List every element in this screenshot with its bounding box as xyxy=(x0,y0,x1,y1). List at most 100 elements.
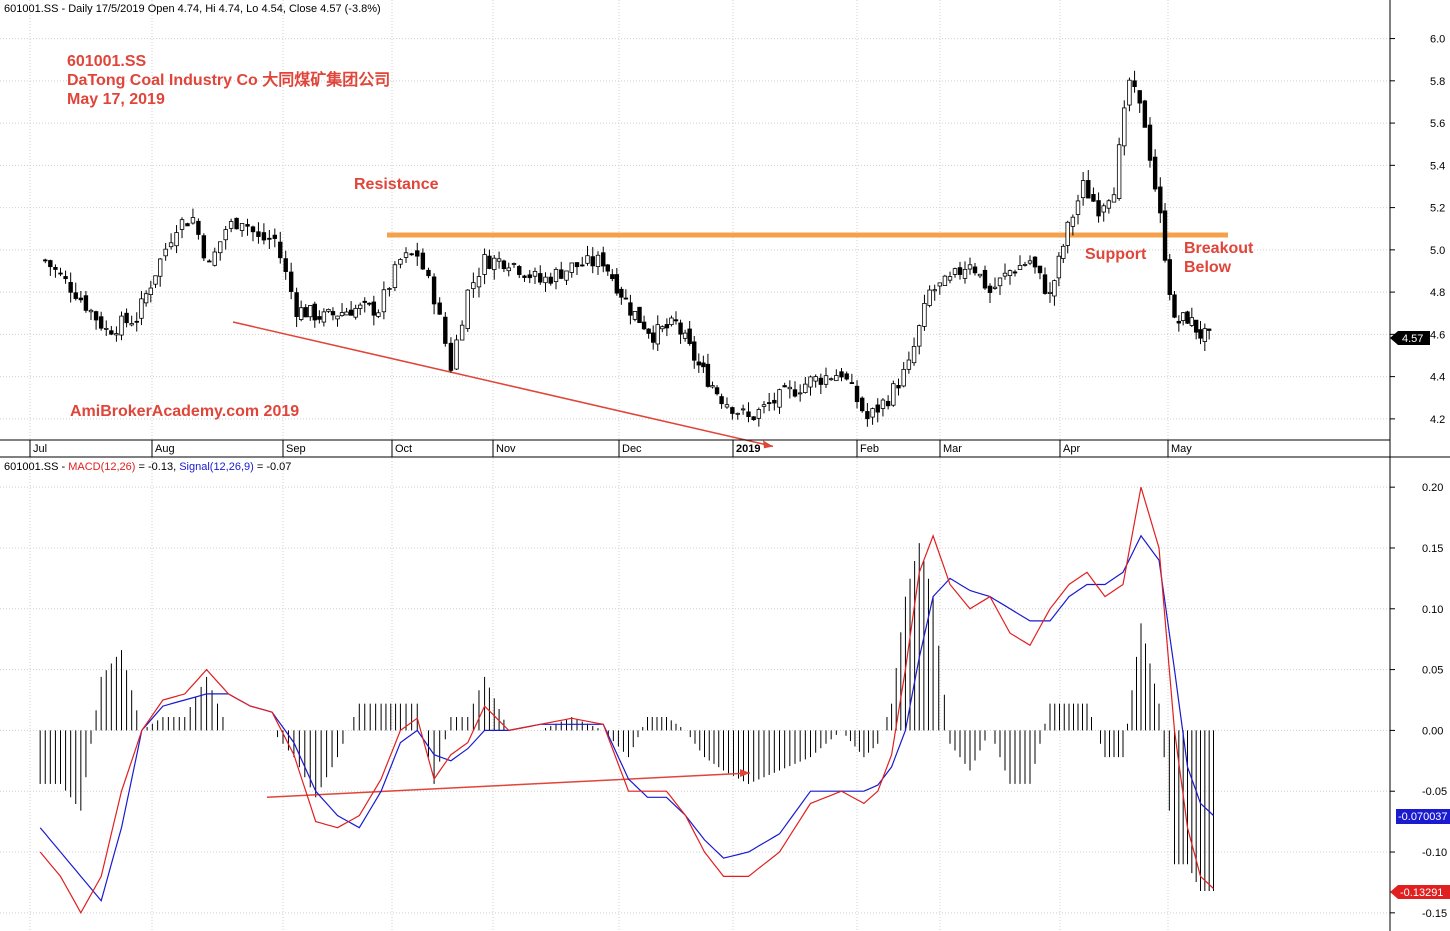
candle-body-down xyxy=(267,237,272,240)
candle-body-up xyxy=(777,389,782,408)
candle xyxy=(548,272,553,286)
candle-body-up xyxy=(917,325,922,347)
candle-body-down xyxy=(317,316,322,320)
candle-body-down xyxy=(854,385,860,403)
candle xyxy=(153,275,158,288)
candle xyxy=(756,407,762,427)
candle-body-up xyxy=(119,315,124,336)
candle xyxy=(559,261,564,280)
candle-body-up xyxy=(492,257,497,271)
macd-line xyxy=(39,487,1214,915)
candle xyxy=(595,251,601,275)
annotation-support: Support xyxy=(1085,246,1147,263)
price-x-axis: Jul Aug Sep Oct Nov Dec 2019 Feb Mar Apr May xyxy=(29,440,1192,457)
candle xyxy=(426,267,431,279)
candle-body-up xyxy=(569,262,574,273)
candle-body-down xyxy=(527,274,532,279)
price-header: 601001.SS - Daily 17/5/2019 Open 4.74, H… xyxy=(4,3,381,15)
candle-body-up xyxy=(543,276,548,284)
candle-body-up xyxy=(1017,265,1023,270)
price-y-tick-label: 4.8 xyxy=(1430,287,1445,299)
candle xyxy=(870,407,875,425)
candle-body-down xyxy=(590,256,595,267)
candle-body-down xyxy=(580,264,585,267)
candle xyxy=(1070,214,1076,236)
candle xyxy=(1056,252,1062,287)
candle xyxy=(93,310,99,330)
candle xyxy=(392,261,398,292)
annotation-below: Below xyxy=(1184,259,1232,276)
candle xyxy=(501,259,507,273)
candle xyxy=(437,297,442,315)
candle xyxy=(190,208,196,225)
candle-body-up xyxy=(1122,107,1127,147)
candle-body-up xyxy=(353,307,358,318)
candle xyxy=(1086,170,1091,199)
candle xyxy=(288,262,294,300)
candle xyxy=(628,294,633,325)
candle-body-down xyxy=(844,373,849,380)
candle-body-up xyxy=(585,255,590,264)
candle xyxy=(761,400,767,414)
candle-body-down xyxy=(448,342,454,371)
candle-body-down xyxy=(294,292,299,317)
price-y-tick-label: 5.4 xyxy=(1430,160,1445,172)
candle xyxy=(348,301,354,316)
candle-body-up xyxy=(761,404,767,407)
candle xyxy=(880,398,886,417)
x-tick-label: Aug xyxy=(155,443,175,455)
x-tick-label: Jul xyxy=(33,443,47,455)
candle-body-up xyxy=(756,409,762,419)
candle-body-up xyxy=(922,303,927,327)
candle xyxy=(854,380,860,409)
candle xyxy=(564,270,569,285)
candle xyxy=(1042,267,1048,295)
candle-body-down xyxy=(641,321,647,330)
annotation-breakout: Breakout xyxy=(1184,240,1254,257)
last-price-label: 4.57 xyxy=(1402,333,1423,345)
candle-body-down xyxy=(1091,194,1096,202)
candle-body-up xyxy=(977,273,983,277)
candle xyxy=(179,217,185,239)
x-tick-label: Feb xyxy=(860,443,879,455)
candle-body-up xyxy=(595,254,601,268)
candle-body-down xyxy=(818,377,824,385)
candle xyxy=(574,262,580,275)
candle xyxy=(506,262,511,277)
candle xyxy=(330,307,336,321)
candle-body-down xyxy=(48,260,53,268)
candle xyxy=(261,223,267,245)
candle-body-down xyxy=(646,328,651,334)
candle-body-down xyxy=(93,311,99,321)
price-plot-area[interactable] xyxy=(0,0,1390,440)
candle xyxy=(239,223,245,237)
candle-body-down xyxy=(865,411,870,420)
candle xyxy=(1152,149,1158,192)
candle xyxy=(669,315,674,327)
candle xyxy=(381,281,387,320)
candle xyxy=(740,404,746,415)
price-trendline xyxy=(232,321,774,449)
candle-body-up xyxy=(454,339,459,370)
candle xyxy=(641,315,647,331)
candle xyxy=(43,258,48,264)
candle-body-down xyxy=(283,258,288,272)
candle-body-down xyxy=(303,307,308,318)
candle xyxy=(655,315,660,352)
candle xyxy=(73,282,78,301)
candle-body-up xyxy=(669,317,674,326)
price-y-tick-label: 6.0 xyxy=(1430,34,1445,46)
candle xyxy=(787,380,793,399)
macd-header-prefix: 601001.SS - xyxy=(4,461,68,473)
macd-header-signal: Signal(12,26,9) xyxy=(179,461,254,473)
candle-body-up xyxy=(358,304,363,309)
candle-body-up xyxy=(952,268,958,275)
candle xyxy=(245,218,250,236)
candle xyxy=(1106,199,1112,214)
candle-body-up xyxy=(834,375,839,382)
candle-body-up xyxy=(660,326,665,330)
candle xyxy=(163,242,168,261)
candle xyxy=(134,312,139,332)
candle xyxy=(207,259,212,263)
candle xyxy=(875,398,880,423)
